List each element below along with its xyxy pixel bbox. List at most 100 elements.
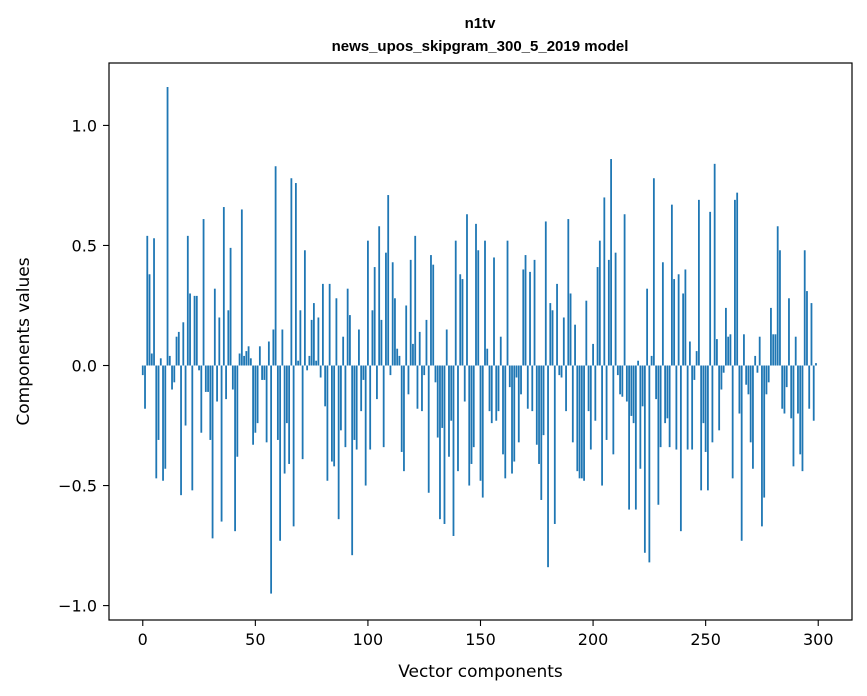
bar — [326, 365, 329, 481]
bar — [596, 267, 599, 366]
bar — [292, 365, 295, 527]
bar — [770, 307, 772, 366]
bar — [184, 365, 187, 426]
bar — [693, 365, 696, 380]
bar — [486, 348, 489, 366]
bar — [508, 365, 511, 388]
bar — [308, 355, 311, 366]
bar — [376, 365, 378, 400]
x-tick-label: 50 — [245, 630, 265, 649]
bar — [709, 211, 712, 366]
bar — [371, 310, 374, 366]
bar — [517, 365, 520, 443]
bar — [749, 365, 752, 443]
bar — [772, 334, 775, 366]
bar — [684, 269, 687, 366]
bar — [168, 355, 171, 366]
bar — [513, 365, 516, 462]
bar — [695, 351, 698, 366]
bar — [544, 221, 547, 366]
bar — [603, 197, 606, 366]
bar — [249, 358, 252, 366]
bar — [173, 365, 176, 383]
bar — [272, 329, 275, 366]
bar — [358, 329, 360, 366]
bar — [526, 365, 529, 409]
bar — [148, 274, 151, 366]
bar — [407, 365, 410, 395]
bar — [756, 365, 759, 373]
bar — [704, 365, 707, 452]
bar — [321, 283, 324, 366]
bar — [668, 365, 671, 448]
bar — [200, 365, 203, 433]
bar — [461, 279, 464, 366]
bar — [155, 365, 158, 479]
bar — [479, 365, 482, 481]
bar — [511, 365, 513, 474]
bar — [204, 365, 207, 392]
bar — [783, 365, 786, 414]
bar — [333, 365, 336, 467]
bar — [297, 360, 300, 366]
bar — [630, 365, 633, 416]
bar — [752, 365, 754, 469]
bar — [328, 283, 331, 366]
bar — [679, 365, 682, 532]
bar — [499, 336, 502, 366]
bar — [448, 365, 450, 457]
bar — [222, 207, 225, 366]
bar — [774, 334, 777, 366]
bar — [443, 365, 446, 524]
bar — [727, 336, 730, 366]
bar — [324, 365, 327, 407]
bar — [364, 365, 367, 486]
bar — [191, 365, 194, 491]
bar — [610, 159, 612, 366]
bar — [571, 365, 574, 443]
bar — [531, 365, 534, 412]
bar — [779, 250, 781, 366]
bar — [623, 214, 626, 366]
bar — [495, 365, 498, 421]
bar — [686, 365, 689, 450]
bar — [409, 259, 412, 366]
bar — [605, 365, 608, 440]
bar — [740, 365, 743, 541]
bar — [285, 365, 288, 424]
y-axis-label: Components values — [14, 257, 34, 425]
bar — [238, 353, 241, 366]
bar — [801, 365, 804, 472]
bar — [209, 365, 212, 440]
y-axis-ticks: −1.0 −0.5 0.0 0.5 1.0 — [58, 116, 109, 616]
bar — [398, 355, 401, 366]
bar — [797, 365, 799, 414]
bar — [619, 365, 621, 395]
bar — [382, 365, 385, 448]
bar — [754, 355, 757, 366]
bar — [317, 317, 320, 366]
bar — [587, 365, 590, 412]
bar — [547, 365, 549, 568]
bar — [535, 365, 538, 445]
bar — [310, 319, 313, 366]
bar — [195, 295, 198, 366]
bar — [698, 199, 700, 366]
bar — [484, 240, 486, 366]
bar — [378, 226, 381, 366]
bar — [150, 353, 153, 366]
bar — [452, 365, 455, 536]
bar — [454, 240, 457, 366]
bar — [186, 235, 189, 366]
bar — [274, 166, 277, 366]
bar — [207, 365, 209, 392]
bar — [574, 324, 576, 366]
bar — [650, 355, 653, 366]
bar — [652, 178, 655, 366]
bar — [303, 250, 306, 366]
bar — [427, 365, 430, 493]
bar — [182, 322, 185, 366]
bar — [538, 365, 540, 464]
bar — [153, 238, 155, 366]
bar — [767, 365, 770, 383]
